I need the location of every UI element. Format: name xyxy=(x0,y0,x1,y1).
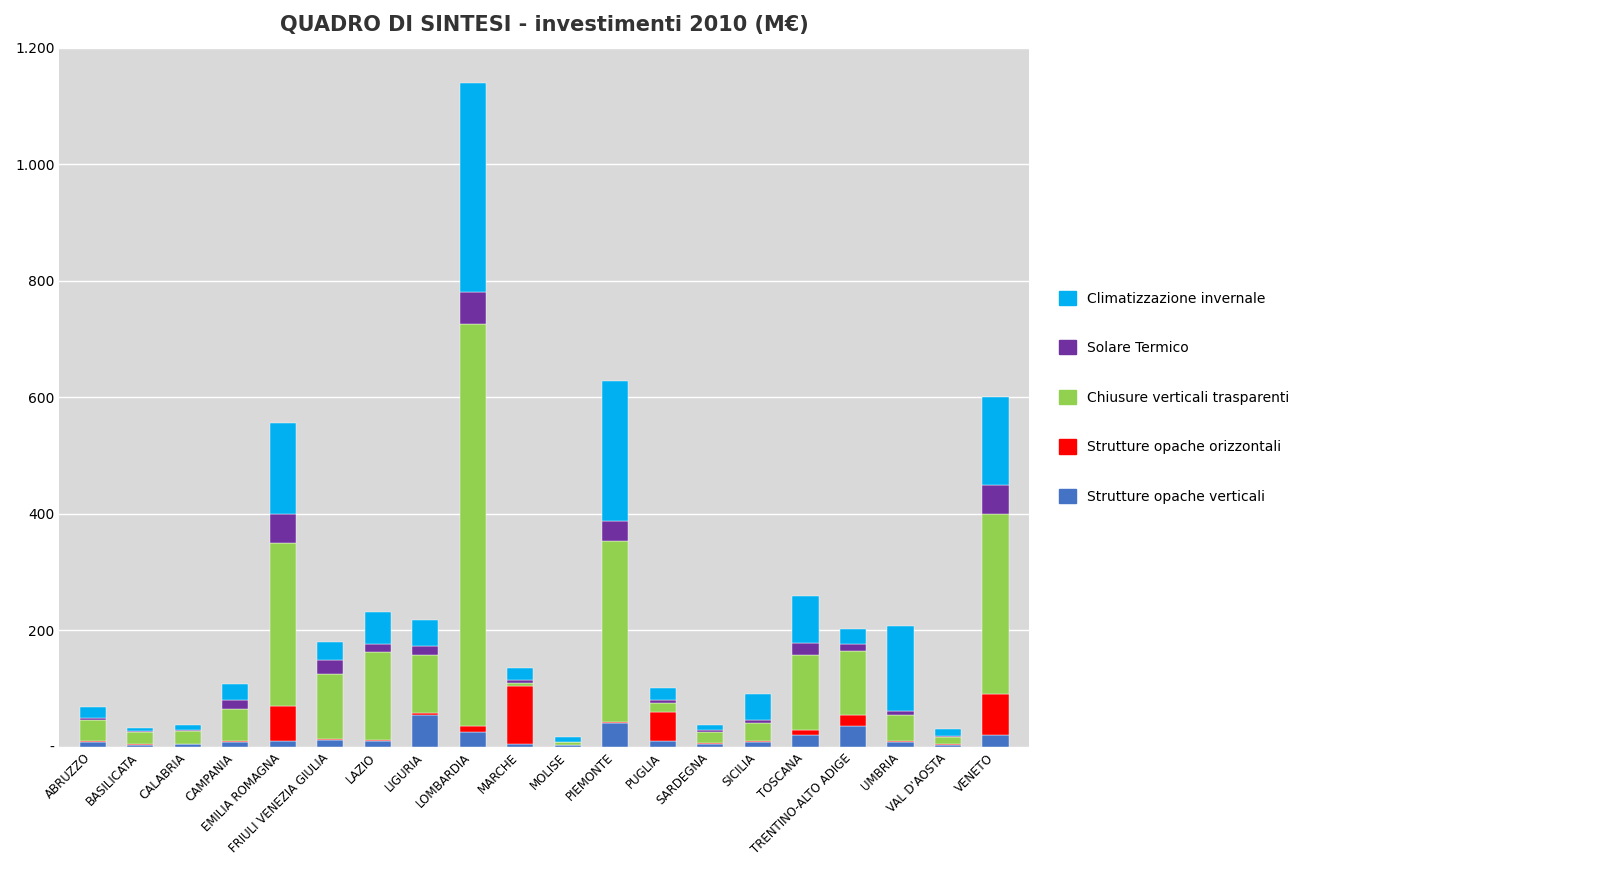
Bar xyxy=(934,738,962,745)
Bar xyxy=(269,741,296,746)
Bar xyxy=(269,706,296,741)
Bar xyxy=(317,739,343,746)
Bar xyxy=(412,714,438,746)
Bar xyxy=(174,745,201,746)
Bar xyxy=(79,742,106,746)
Bar xyxy=(888,742,913,746)
Bar xyxy=(507,744,533,746)
Bar xyxy=(744,694,772,720)
Bar xyxy=(698,725,723,731)
Bar xyxy=(888,714,913,741)
Bar xyxy=(222,684,248,700)
Bar xyxy=(317,643,343,660)
Bar xyxy=(793,735,818,746)
Bar xyxy=(649,703,677,712)
Bar xyxy=(744,741,772,742)
Bar xyxy=(554,742,582,745)
Bar xyxy=(649,700,677,703)
Bar xyxy=(698,733,723,743)
Bar xyxy=(174,726,201,730)
Bar xyxy=(934,745,962,746)
Bar xyxy=(364,741,391,746)
Bar xyxy=(127,732,153,745)
Bar xyxy=(459,726,487,733)
Bar xyxy=(459,293,487,324)
Bar xyxy=(839,651,867,714)
Bar xyxy=(507,685,533,744)
Bar xyxy=(793,731,818,735)
Bar xyxy=(174,730,201,731)
Bar xyxy=(793,643,818,655)
Bar xyxy=(222,709,248,741)
Bar xyxy=(793,597,818,643)
Bar xyxy=(744,720,772,723)
Bar xyxy=(459,733,487,746)
Bar xyxy=(507,679,533,683)
Bar xyxy=(269,543,296,706)
Bar xyxy=(649,712,677,741)
Bar xyxy=(412,619,438,646)
Bar xyxy=(983,397,1008,484)
Bar xyxy=(888,741,913,742)
Bar xyxy=(839,714,867,726)
Bar xyxy=(934,736,962,738)
Bar xyxy=(174,731,201,744)
Bar xyxy=(744,742,772,746)
Bar xyxy=(888,711,913,714)
Bar xyxy=(983,484,1008,514)
Bar xyxy=(79,707,106,718)
Bar xyxy=(412,712,438,714)
Bar xyxy=(698,731,723,733)
Bar xyxy=(698,744,723,746)
Bar xyxy=(222,741,248,742)
Bar xyxy=(983,735,1008,746)
Bar xyxy=(222,742,248,746)
Bar xyxy=(364,652,391,739)
Legend: Climatizzazione invernale, Solare Termico, Chiusure verticali trasparenti, Strut: Climatizzazione invernale, Solare Termic… xyxy=(1046,277,1303,517)
Bar xyxy=(269,514,296,543)
Bar xyxy=(412,646,438,655)
Bar xyxy=(698,743,723,744)
Bar xyxy=(412,655,438,712)
Bar xyxy=(222,700,248,709)
Bar xyxy=(127,728,153,731)
Bar xyxy=(79,741,106,742)
Bar xyxy=(459,83,487,293)
Bar xyxy=(603,541,628,721)
Bar xyxy=(603,723,628,746)
Bar xyxy=(507,668,533,679)
Bar xyxy=(603,381,628,521)
Bar xyxy=(364,739,391,741)
Bar xyxy=(364,644,391,652)
Bar xyxy=(983,514,1008,694)
Bar xyxy=(364,611,391,644)
Bar xyxy=(649,741,677,746)
Bar xyxy=(603,521,628,541)
Bar xyxy=(459,324,487,726)
Bar xyxy=(744,723,772,741)
Bar xyxy=(934,729,962,736)
Bar xyxy=(983,694,1008,735)
Bar xyxy=(317,674,343,739)
Bar xyxy=(507,683,533,685)
Title: QUADRO DI SINTESI - investimenti 2010 (M€): QUADRO DI SINTESI - investimenti 2010 (M… xyxy=(280,15,809,35)
Bar xyxy=(649,688,677,700)
Bar xyxy=(793,655,818,731)
Bar xyxy=(554,738,582,742)
Bar xyxy=(127,745,153,746)
Bar xyxy=(839,629,867,644)
Bar xyxy=(603,721,628,723)
Bar xyxy=(269,423,296,514)
Bar xyxy=(317,660,343,674)
Bar xyxy=(839,726,867,746)
Bar xyxy=(79,718,106,720)
Bar xyxy=(888,626,913,711)
Bar xyxy=(839,644,867,651)
Bar xyxy=(79,720,106,741)
